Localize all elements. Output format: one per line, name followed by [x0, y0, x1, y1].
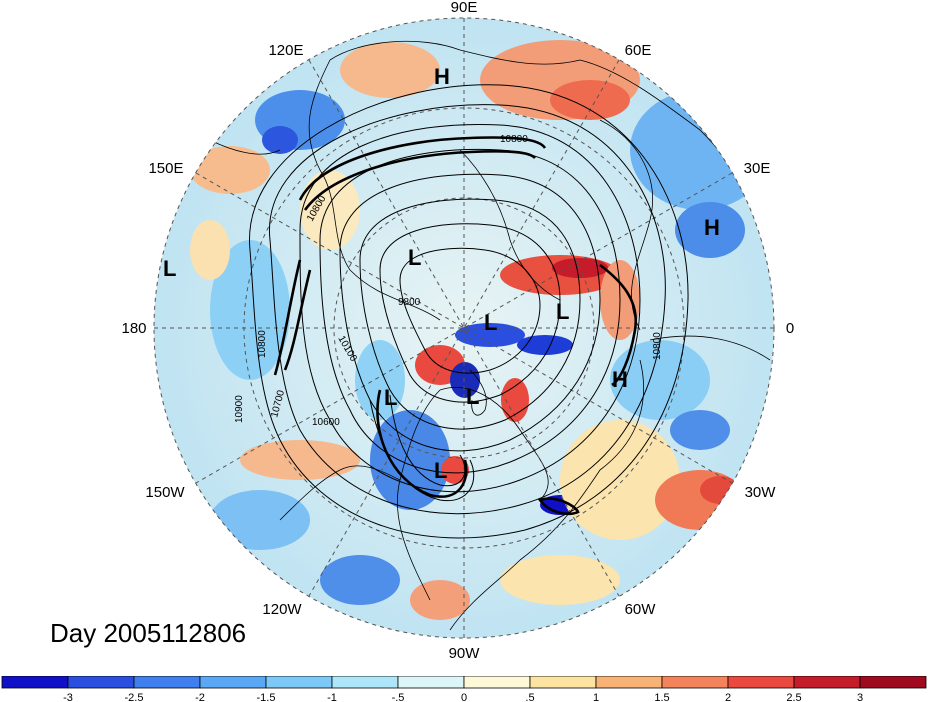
- longitude-label: 60E: [625, 42, 652, 59]
- longitude-label: 180: [121, 320, 146, 337]
- contour-label: 10800: [257, 330, 268, 358]
- colorbar-box: [199, 676, 267, 689]
- longitude-label: 90W: [449, 645, 481, 662]
- low-pressure-marker: L: [434, 458, 447, 483]
- height-contours: [249, 84, 689, 539]
- colorbar-tick-label: 1.5: [654, 692, 669, 702]
- low-pressure-marker: L: [408, 245, 421, 270]
- day-label: Day 2005112806: [50, 618, 247, 648]
- contour-label: 10800: [652, 332, 663, 360]
- colorbar-box: [67, 676, 135, 689]
- colorbar-box: [727, 676, 795, 689]
- colorbar-box: [793, 676, 861, 689]
- colorbar-box: [133, 676, 201, 689]
- colorbar-boxes: [1, 676, 927, 689]
- colorbar-tick-label: -3: [63, 692, 73, 702]
- longitude-label: 90E: [451, 0, 478, 16]
- colorbar-box: [397, 676, 465, 689]
- contour-label: 9800: [398, 297, 421, 308]
- contour-label: 10800: [500, 134, 528, 145]
- longitude-label: 150W: [145, 484, 185, 501]
- low-pressure-marker: L: [163, 256, 176, 281]
- colorbar-tick-label: -.5: [392, 692, 405, 702]
- low-pressure-marker: L: [384, 385, 397, 410]
- low-pressure-marker: L: [466, 384, 479, 409]
- colorbar-tick-label: 2: [725, 692, 731, 702]
- colorbar-tick-label: 3: [857, 692, 863, 702]
- contour-label: 10600: [312, 417, 340, 428]
- colorbar-tick-label: -2: [195, 692, 205, 702]
- colorbar-tick-label: 1: [593, 692, 599, 702]
- high-pressure-marker: H: [704, 215, 720, 240]
- colorbar-labels: -3 -2.5 -2 -1.5 -1 -.5 0 .5 1 1.5 2 2.5 3: [63, 692, 863, 702]
- colorbar-box: [661, 676, 729, 689]
- high-pressure-marker: H: [612, 367, 628, 392]
- colorbar-tick-label: -1: [327, 692, 337, 702]
- longitude-label: 120E: [268, 42, 303, 59]
- jet-contours: [273, 136, 638, 516]
- longitude-label: 60W: [625, 601, 657, 618]
- colorbar-box: [463, 676, 531, 689]
- colorbar-tick-label: -2.5: [125, 692, 144, 702]
- low-pressure-marker: L: [484, 310, 497, 335]
- colorbar: -3 -2.5 -2 -1.5 -1 -.5 0 .5 1 1.5 2 2.5 3: [1, 676, 927, 702]
- colorbar-box: [595, 676, 663, 689]
- longitude-label: 120W: [262, 601, 302, 618]
- colorbar-tick-label: 0: [461, 692, 467, 702]
- colorbar-box: [529, 676, 597, 689]
- colorbar-tick-label: -1.5: [257, 692, 276, 702]
- longitude-label: 150E: [148, 160, 183, 177]
- graticule: [153, 17, 775, 639]
- colorbar-tick-label: .5: [525, 692, 534, 702]
- colorbar-box: [1, 676, 69, 689]
- longitude-label: 30W: [745, 484, 777, 501]
- low-pressure-marker: L: [556, 299, 569, 324]
- colorbar-box: [265, 676, 333, 689]
- longitude-label: 30E: [744, 160, 771, 177]
- contour-label: 10900: [234, 395, 245, 423]
- colorbar-box: [331, 676, 399, 689]
- longitude-label: 0: [786, 320, 794, 337]
- high-pressure-marker: H: [434, 64, 450, 89]
- polar-map: 10800 9800 10100 10800 10900 10700 10600…: [121, 0, 794, 662]
- colorbar-box: [859, 676, 927, 689]
- colorbar-tick-label: 2.5: [786, 692, 801, 702]
